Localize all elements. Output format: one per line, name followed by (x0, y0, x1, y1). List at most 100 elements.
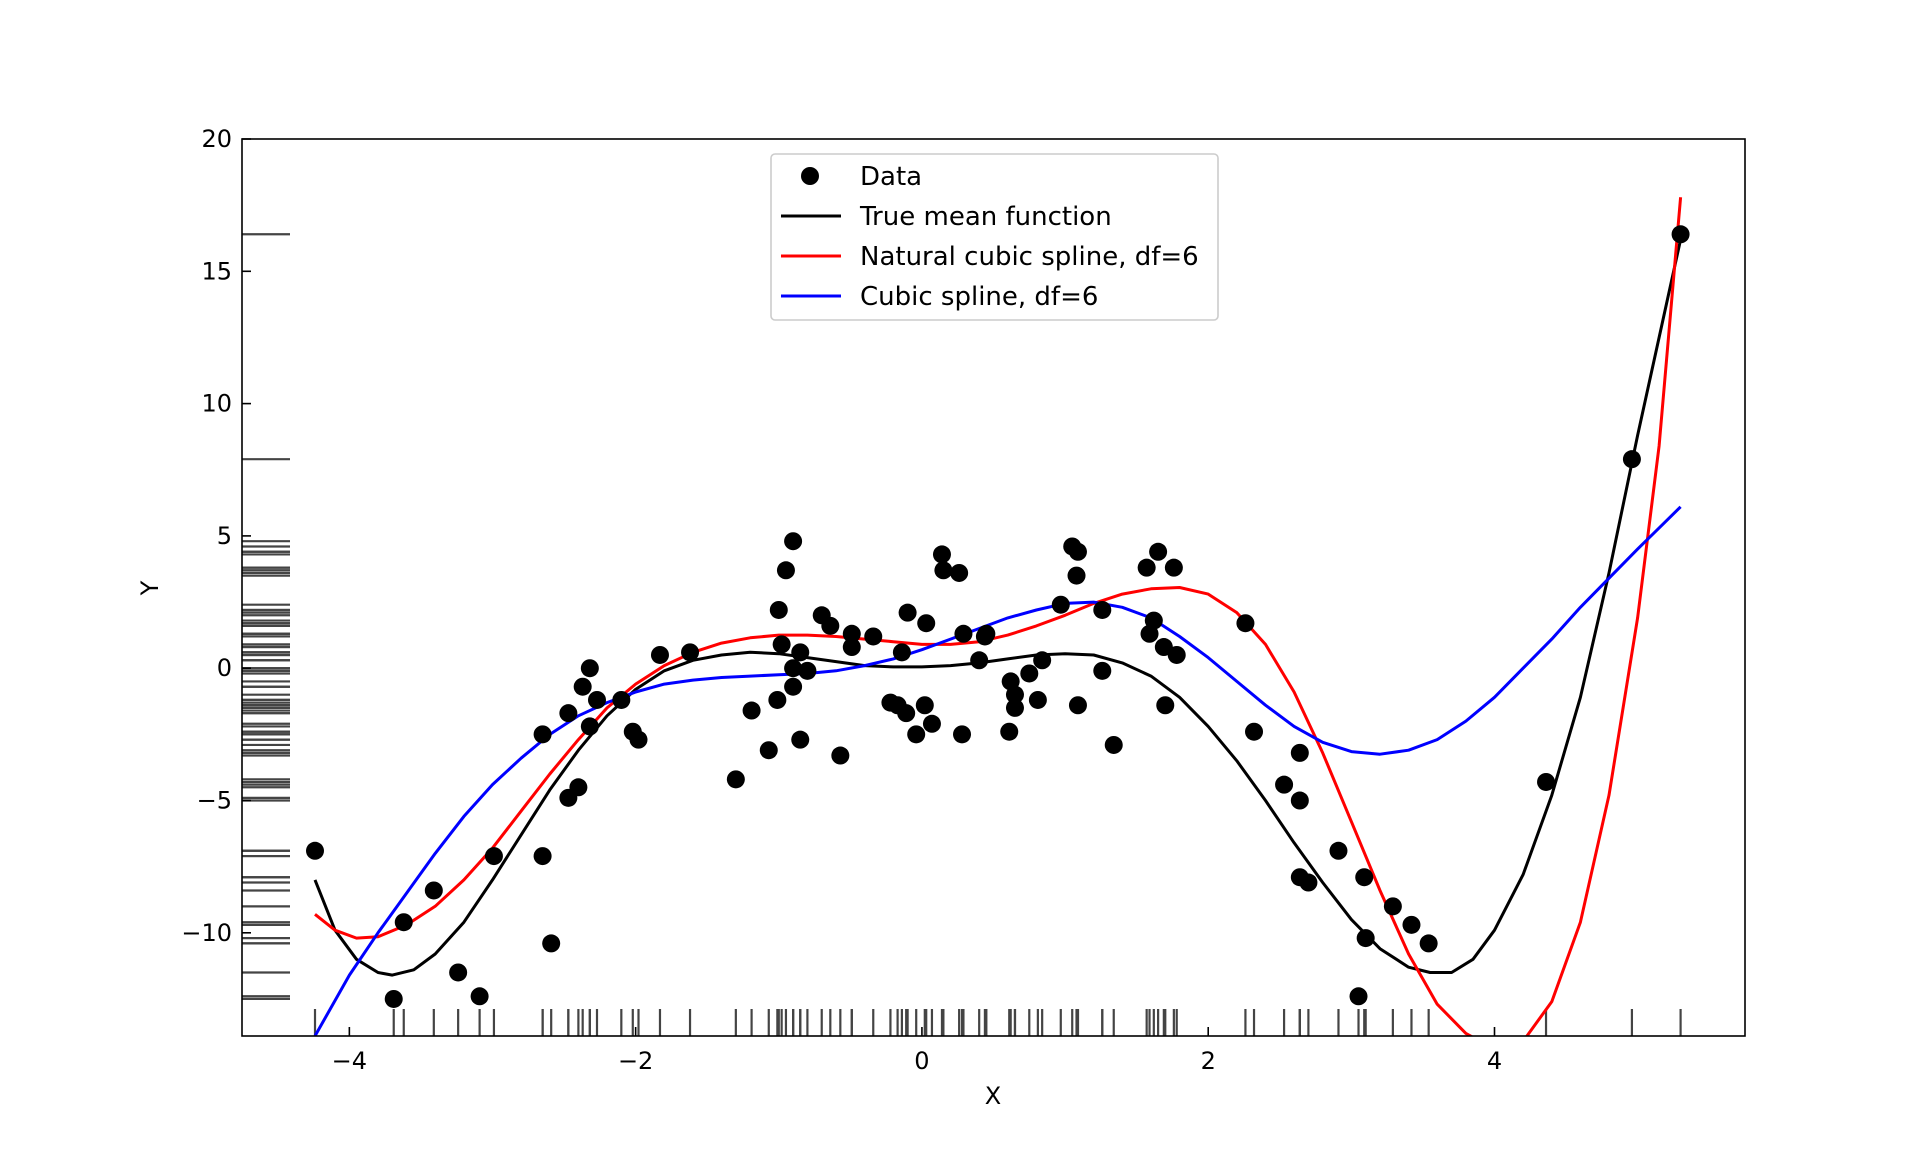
data-point (1245, 722, 1264, 741)
data-point (306, 841, 325, 860)
x-tick-label: 2 (1201, 1047, 1216, 1075)
data-point (954, 624, 973, 643)
data-point (629, 730, 648, 749)
data-point (759, 741, 778, 760)
data-point (580, 659, 599, 678)
data-point (742, 701, 761, 720)
data-point (1068, 542, 1087, 561)
data-point (784, 532, 803, 551)
data-point (1167, 645, 1186, 664)
data-point (484, 847, 503, 866)
data-point (1028, 690, 1047, 709)
legend-label-true_mean: True mean function (859, 202, 1112, 232)
x-axis-ticks: −4 −2 0 2 4 (332, 1027, 1502, 1075)
data-point (1005, 698, 1024, 717)
data-point (587, 690, 606, 709)
data-point (953, 725, 972, 744)
x-tick-label: 4 (1487, 1047, 1502, 1075)
data-point (821, 616, 840, 635)
data-point (1093, 661, 1112, 680)
y-rug-marks (242, 233, 290, 1001)
data-point (612, 690, 631, 709)
data-point (772, 635, 791, 654)
data-point (1164, 558, 1183, 577)
data-point (1005, 685, 1024, 704)
data-point (1290, 791, 1309, 810)
data-point (842, 638, 861, 657)
data-point (798, 661, 817, 680)
data-point (915, 696, 934, 715)
plot-area (306, 197, 1690, 1036)
y-axis-label: Y (136, 580, 164, 596)
data-point (1329, 841, 1348, 860)
data-point (1093, 600, 1112, 619)
data-point (898, 603, 917, 622)
data-point (1299, 873, 1318, 892)
data-point (726, 770, 745, 789)
data-point (934, 561, 953, 580)
data-point (970, 651, 989, 670)
data-point (1356, 929, 1375, 948)
x-axis-label: X (985, 1082, 1001, 1110)
data-point (784, 677, 803, 696)
legend-marker-data (801, 167, 819, 185)
data-point (533, 847, 552, 866)
data-point (1067, 566, 1086, 585)
data-point (1154, 638, 1173, 657)
data-point (573, 677, 592, 696)
data-point (791, 643, 810, 662)
data-point (542, 934, 561, 953)
data-point (784, 659, 803, 678)
x-tick-label: −2 (618, 1047, 653, 1075)
data-point (533, 725, 552, 744)
data-point (1402, 915, 1421, 934)
data-point (580, 717, 599, 736)
data-point (768, 690, 787, 709)
data-point (791, 730, 810, 749)
data-point (569, 778, 588, 797)
legend-label-cubic_spline: Cubic spline, df=6 (860, 282, 1098, 312)
data-point (977, 624, 996, 643)
data-point (1419, 934, 1438, 953)
data-point (1144, 611, 1163, 630)
y-tick-label: −10 (181, 919, 232, 947)
data-point (1275, 775, 1294, 794)
data-point (1068, 696, 1087, 715)
data-point (776, 561, 795, 580)
legend-label-data: Data (860, 162, 922, 192)
plot-frame (241, 138, 1746, 1037)
data-point (892, 643, 911, 662)
data-point (1236, 614, 1255, 633)
y-tick-label: −5 (197, 787, 232, 815)
x-tick-label: 0 (914, 1047, 929, 1075)
data-point (1137, 558, 1156, 577)
data-point (1104, 735, 1123, 754)
data-point (1537, 772, 1556, 791)
data-point (1000, 722, 1019, 741)
data-point (1051, 595, 1070, 614)
data-point (1349, 987, 1368, 1006)
data-point (1033, 651, 1052, 670)
y-tick-label: 20 (201, 125, 232, 153)
y-tick-label: 5 (217, 522, 232, 550)
data-point (922, 714, 941, 733)
x-rug-marks (313, 1009, 1682, 1036)
data-point (917, 614, 936, 633)
data-point (559, 704, 578, 723)
data-point (907, 725, 926, 744)
data-point (1383, 897, 1402, 916)
data-point (650, 645, 669, 664)
legend-label-natural_spline: Natural cubic spline, df=6 (860, 242, 1199, 272)
data-point (424, 881, 443, 900)
data-point (842, 624, 861, 643)
x-tick-label: −4 (332, 1047, 367, 1075)
data-point (681, 643, 700, 662)
data-point (1355, 868, 1374, 887)
data-point (950, 563, 969, 582)
data-point (394, 913, 413, 932)
data-point (1020, 664, 1039, 683)
data-point (470, 987, 489, 1006)
legend: Data True mean function Natural cubic spli… (770, 153, 1219, 321)
